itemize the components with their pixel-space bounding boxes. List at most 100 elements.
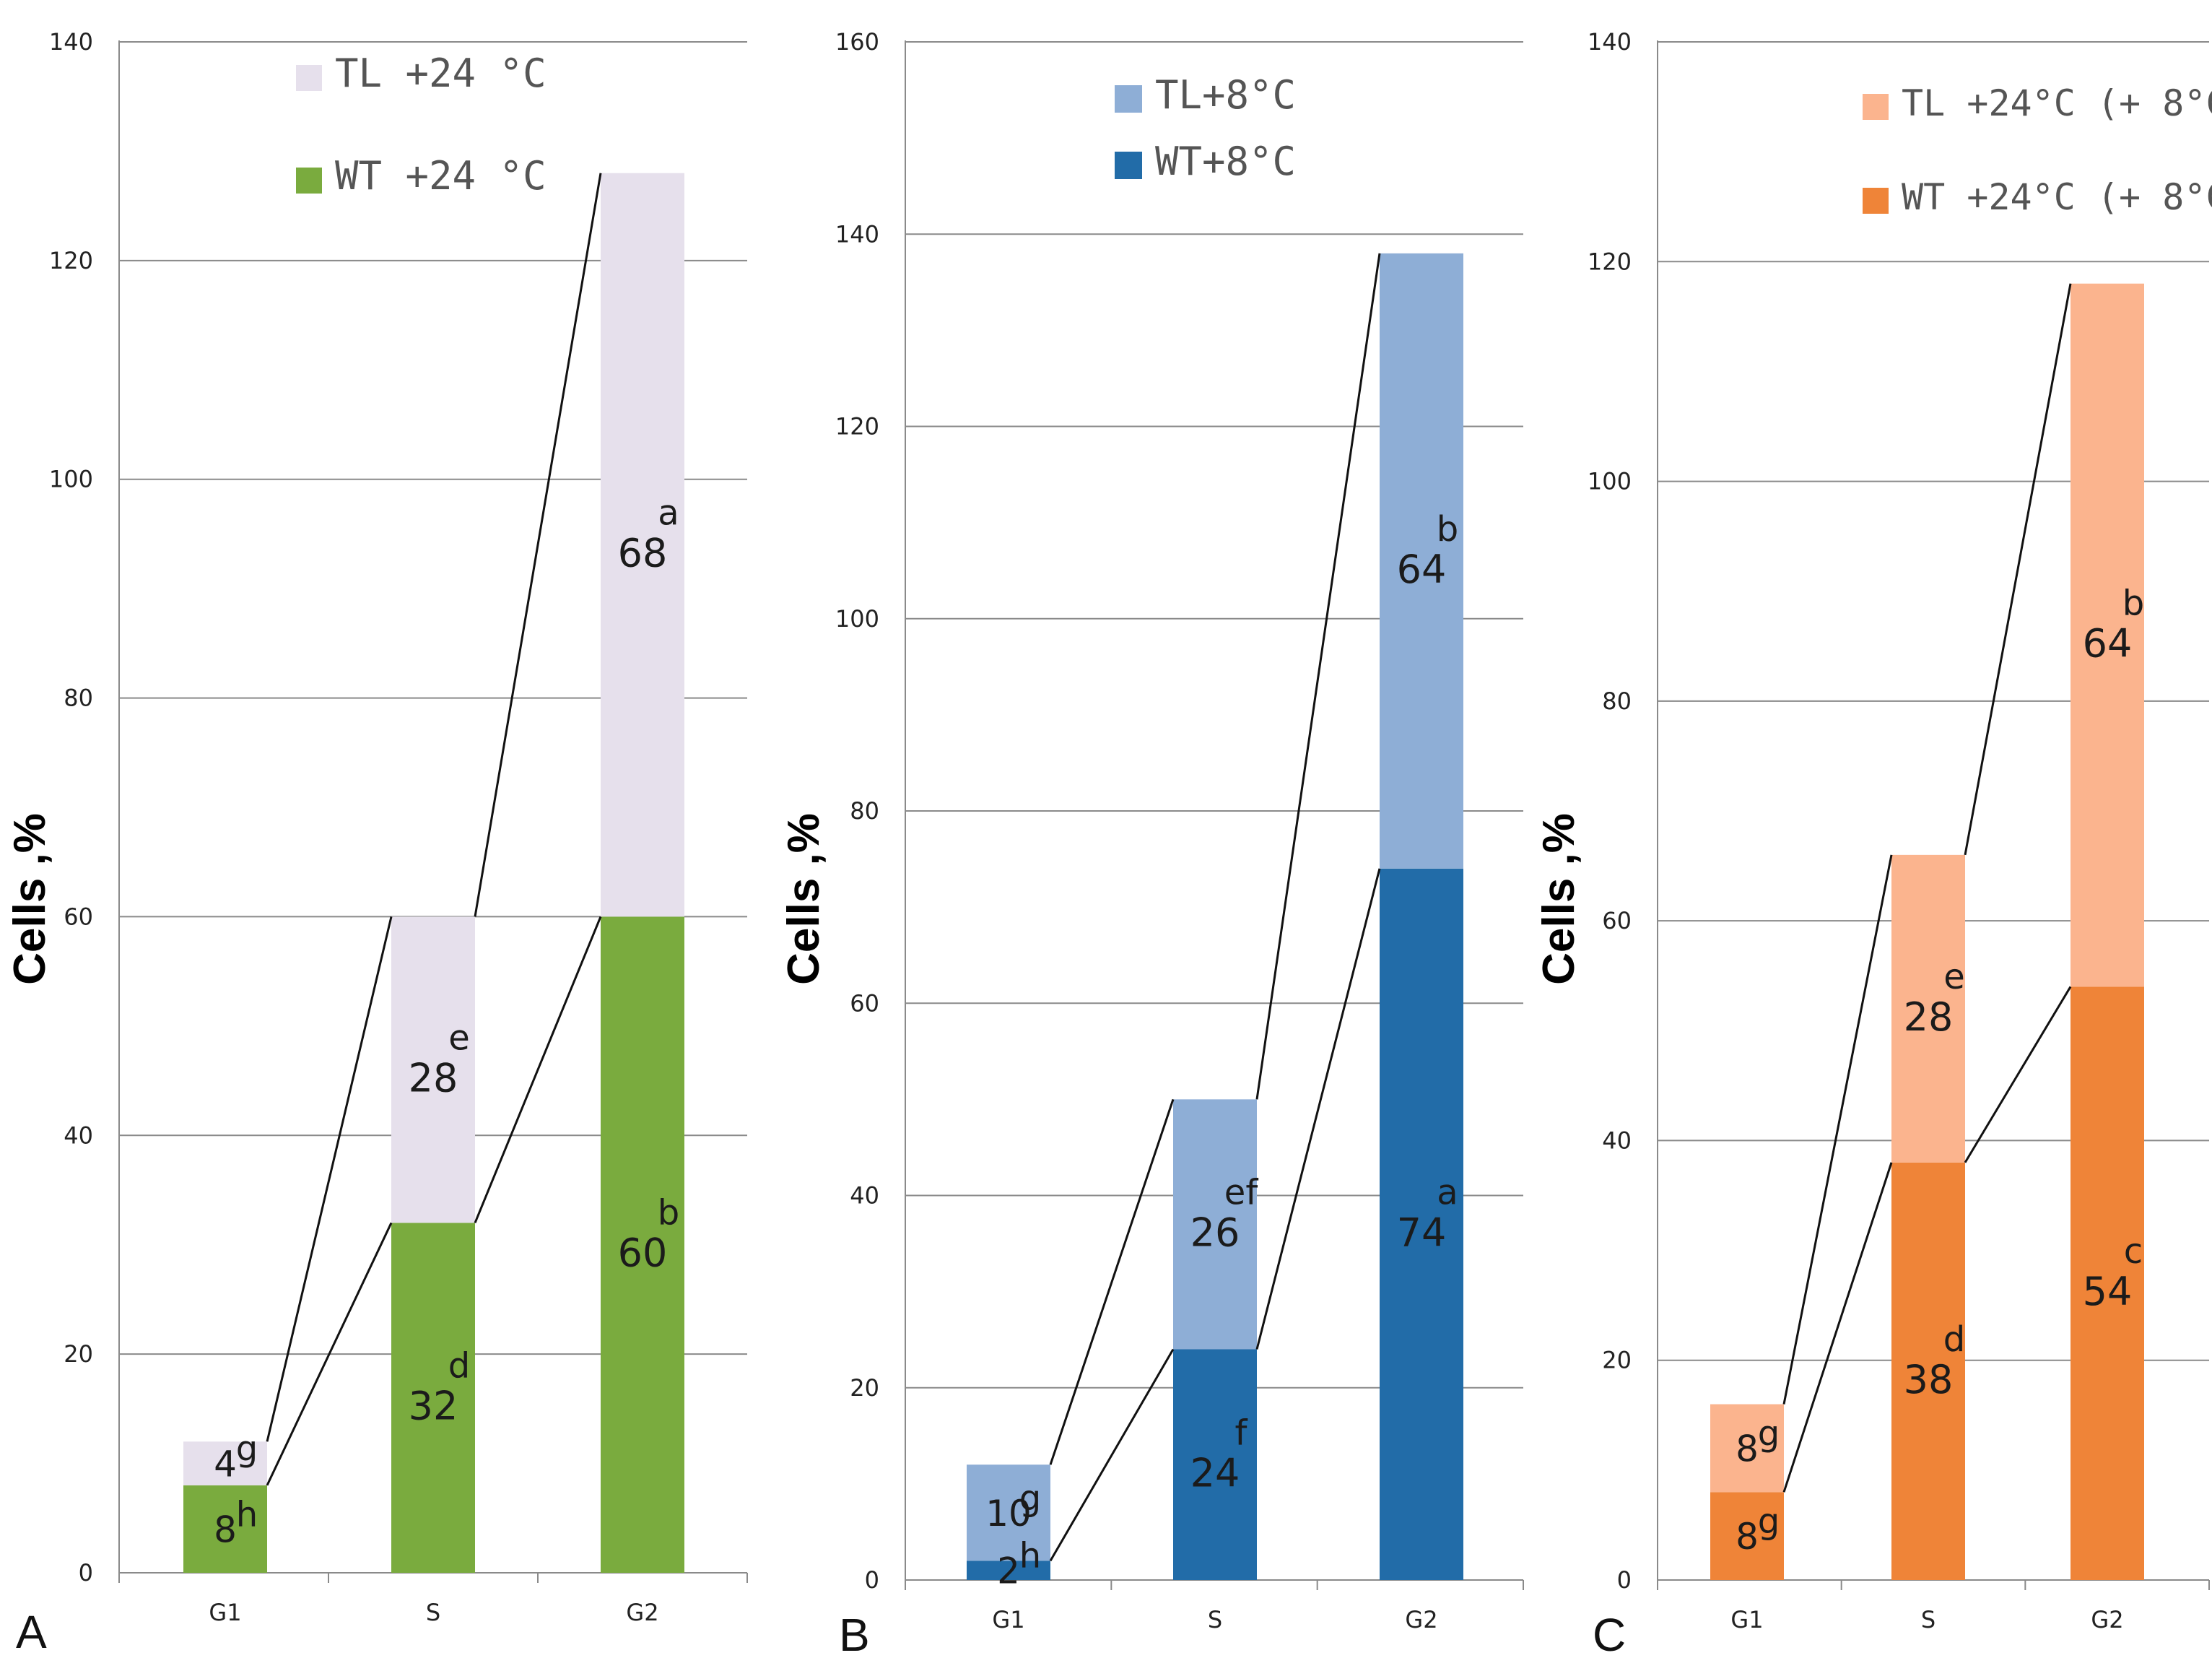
- x-tick-label: G1: [209, 1599, 241, 1626]
- significance-letter: h: [1019, 1536, 1041, 1576]
- bar-g2-series-1: [2071, 283, 2144, 987]
- y-tick-label: 0: [1617, 1566, 1632, 1594]
- significance-letter: b: [2122, 583, 2144, 624]
- significance-letter: g: [1758, 1501, 1780, 1542]
- y-tick-label: 140: [835, 220, 879, 248]
- connector-line: [1782, 854, 1893, 1405]
- bar-value-label: 8: [214, 1509, 237, 1550]
- y-axis-title: Cells ,%: [5, 813, 55, 985]
- significance-letter: e: [448, 1017, 470, 1058]
- bar-g1-series-0: [183, 1485, 267, 1573]
- significance-letter: e: [1943, 957, 1965, 997]
- y-tick-label: 40: [1602, 1127, 1632, 1154]
- bar-g1-series-0: [967, 1561, 1050, 1580]
- legend-label: WT +24 °C: [335, 153, 547, 199]
- x-tick-label: S: [426, 1599, 440, 1626]
- significance-letter: g: [1019, 1478, 1041, 1519]
- connector-line: [1255, 868, 1381, 1350]
- x-tick-label: G2: [1405, 1606, 1437, 1633]
- connector-line: [1049, 1348, 1175, 1562]
- bar-value-label: 28: [1904, 994, 1954, 1040]
- connector-line: [266, 1222, 393, 1486]
- y-tick-label: 120: [49, 247, 93, 274]
- bar-value-label: 38: [1904, 1357, 1954, 1402]
- connector-line: [1049, 1098, 1175, 1465]
- connector-line: [1782, 1162, 1893, 1493]
- significance-letter: f: [1235, 1412, 1248, 1453]
- legend-label: TL+8°C: [1155, 72, 1296, 118]
- bar-value-label: 64: [1397, 547, 1447, 592]
- significance-letter: h: [236, 1494, 258, 1535]
- bar-value-label: 8: [1736, 1516, 1759, 1558]
- x-tick-label: S: [1208, 1606, 1222, 1633]
- significance-letter: c: [2124, 1231, 2143, 1272]
- significance-letter: b: [658, 1193, 679, 1233]
- y-tick-label: 20: [850, 1374, 879, 1402]
- connector-line: [474, 916, 602, 1223]
- panel-letter: B: [839, 1609, 870, 1658]
- y-tick-label: 160: [835, 28, 879, 56]
- panel-letter: A: [16, 1606, 47, 1658]
- y-tick-label: 100: [1588, 468, 1632, 495]
- legend-swatch: [296, 65, 322, 91]
- significance-letter: d: [448, 1346, 470, 1386]
- y-tick-label: 40: [850, 1182, 879, 1210]
- x-tick-label: G1: [992, 1606, 1024, 1633]
- significance-letter: d: [1943, 1319, 1965, 1360]
- bar-g1-series-1: [967, 1464, 1050, 1561]
- legend-label: WT+8°C: [1155, 139, 1296, 184]
- y-tick-label: 80: [850, 797, 879, 825]
- x-tick-label: G2: [2091, 1606, 2123, 1633]
- bar-g2-series-0: [601, 916, 684, 1573]
- y-tick-label: 40: [64, 1121, 93, 1149]
- y-tick-label: 120: [835, 413, 879, 440]
- y-tick-label: 120: [1588, 248, 1632, 275]
- legend-swatch: [1115, 152, 1142, 179]
- y-tick-label: 20: [1602, 1347, 1632, 1374]
- y-tick-label: 0: [865, 1566, 879, 1594]
- y-axis-title: Cells ,%: [779, 813, 829, 985]
- y-tick-label: 140: [1588, 28, 1632, 56]
- y-tick-label: 80: [1602, 687, 1632, 715]
- significance-letter: ef: [1224, 1172, 1259, 1212]
- bar-value-label: 74: [1397, 1210, 1447, 1255]
- bar-s-series-0: [1891, 1162, 1965, 1580]
- bar-g2-series-1: [1380, 253, 1463, 869]
- bar-s-series-1: [1891, 854, 1965, 1163]
- bar-value-label: 10: [985, 1493, 1032, 1535]
- bar-g1-series-1: [183, 1441, 267, 1485]
- bar-g1-series-0: [1710, 1492, 1784, 1580]
- x-tick-label: G1: [1730, 1606, 1763, 1633]
- bar-value-label: 8: [1736, 1428, 1759, 1470]
- connector-line: [266, 916, 393, 1442]
- y-axis-title: Cells ,%: [1534, 813, 1584, 985]
- y-tick-label: 0: [79, 1559, 93, 1587]
- bar-value-label: 32: [409, 1384, 458, 1429]
- bar-value-label: 26: [1190, 1210, 1240, 1255]
- legend-label: TL +24 °C: [335, 51, 547, 96]
- significance-letter: a: [1437, 1172, 1458, 1212]
- connector-line: [474, 173, 602, 917]
- y-tick-label: 20: [64, 1340, 93, 1368]
- connector-line: [1964, 986, 2072, 1163]
- x-tick-label: S: [1921, 1606, 1936, 1633]
- bar-value-label: 4: [214, 1444, 237, 1485]
- bar-g1-series-1: [1710, 1404, 1784, 1493]
- x-tick-label: G2: [626, 1599, 658, 1626]
- bar-s-series-0: [1173, 1349, 1257, 1580]
- bar-g2-series-0: [2071, 986, 2144, 1580]
- significance-letter: g: [1758, 1413, 1780, 1454]
- significance-letter: a: [658, 493, 679, 534]
- legend-swatch: [1863, 94, 1889, 120]
- legend-swatch: [1115, 85, 1142, 113]
- connector-line: [1255, 253, 1381, 1100]
- y-tick-label: 100: [835, 605, 879, 633]
- bar-value-label: 64: [2083, 621, 2133, 667]
- chart-panel-b: 0 20 40 60 80 100 120 140 160 G1 S G2 2h 24f 74a 10g 26e…: [779, 28, 1524, 1658]
- bar-value-label: 54: [2083, 1269, 2133, 1314]
- y-tick-label: 60: [64, 903, 93, 930]
- bar-value-label: 2: [997, 1550, 1020, 1592]
